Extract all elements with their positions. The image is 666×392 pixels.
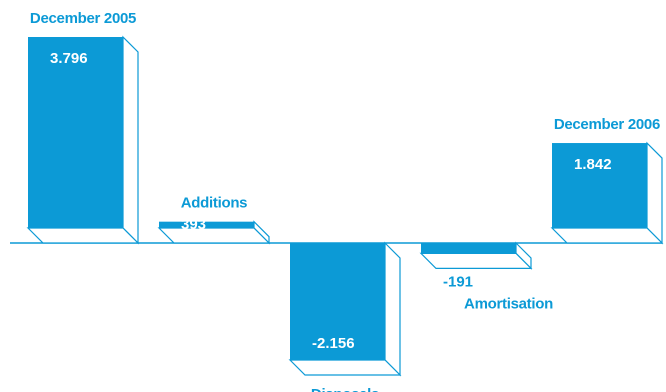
bar-face xyxy=(290,243,385,361)
bar xyxy=(550,141,664,245)
bar xyxy=(288,241,402,377)
value-label: -191 xyxy=(443,273,473,290)
bar xyxy=(26,35,140,245)
category-label: December 2005 xyxy=(30,10,136,27)
bar-face xyxy=(26,227,140,244)
bar-face xyxy=(157,227,271,244)
bar-face xyxy=(419,252,533,269)
bar xyxy=(419,241,533,270)
value-label: 393 xyxy=(181,216,206,233)
category-label: December 2006 xyxy=(554,116,660,133)
category-label: Additions xyxy=(181,195,247,212)
bar-face xyxy=(384,241,401,377)
bar-face xyxy=(646,141,663,245)
value-label: -2.156 xyxy=(312,335,355,352)
bar-face xyxy=(288,359,402,376)
bar-face xyxy=(552,143,647,228)
category-label: Disposals xyxy=(311,386,379,392)
bar-face xyxy=(550,227,664,244)
bar-face xyxy=(421,243,516,254)
category-label: Amortisation xyxy=(464,295,553,312)
value-label: 1.842 xyxy=(574,156,612,173)
bar-face xyxy=(28,37,123,228)
value-label: 3.796 xyxy=(50,50,88,67)
bar-face xyxy=(122,35,139,245)
bar-face xyxy=(159,221,254,228)
bar xyxy=(157,220,271,245)
